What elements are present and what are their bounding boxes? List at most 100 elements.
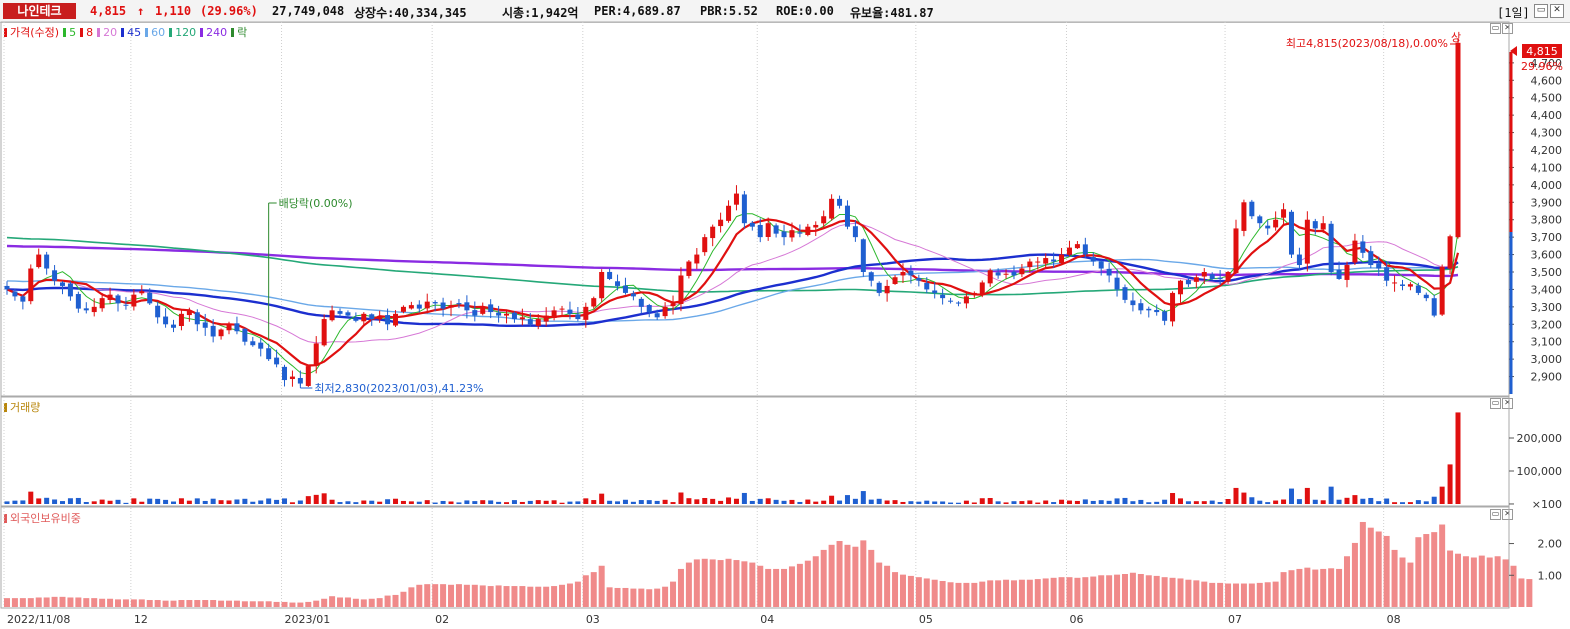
volume-bar: [432, 502, 438, 504]
volume-bar: [171, 501, 177, 504]
candle-body: [1114, 277, 1120, 290]
y-tick-label: 4,300: [1531, 127, 1563, 140]
foreign-ratio-bar: [1312, 569, 1319, 607]
volume-bar: [1114, 498, 1120, 504]
volume-bar: [805, 499, 811, 504]
volume-bar: [741, 492, 747, 504]
legend-label: 20: [103, 26, 118, 39]
y-tick-label: 4,500: [1531, 92, 1563, 105]
candle-body: [519, 317, 525, 320]
y-tick-label: 3,000: [1531, 353, 1563, 366]
foreign-ratio-bar: [162, 600, 169, 607]
volume-bar: [1384, 498, 1390, 504]
foreign-ratio-bar: [503, 586, 510, 607]
foreign-ratio-bar: [1232, 583, 1239, 607]
volume-bar: [1185, 501, 1191, 504]
candle-body: [1296, 254, 1302, 266]
volume-bar: [1415, 500, 1421, 504]
volume-panel-close-icon[interactable]: ✕: [1502, 398, 1513, 409]
volume-bar: [440, 500, 446, 504]
volume-bar: [1423, 501, 1429, 504]
candle-body: [844, 205, 850, 227]
upper-limit-badge: 상: [1451, 31, 1461, 44]
foreign-ratio-bar: [892, 572, 899, 607]
volume-bar: [1352, 495, 1358, 504]
foreign-ratio-bar: [804, 560, 811, 607]
stock-name-badge[interactable]: 나인테크: [3, 3, 76, 19]
candle-body: [1051, 259, 1057, 262]
volume-bar: [773, 499, 779, 504]
x-tick-label: 03: [586, 613, 600, 626]
volume-bar: [1320, 500, 1326, 504]
volume-bar: [963, 500, 969, 504]
foreign-ratio-bar: [574, 581, 581, 607]
volume-bar: [305, 496, 311, 504]
foreign-panel-restore-icon[interactable]: ▭: [1490, 509, 1501, 520]
candle-body: [1122, 287, 1128, 300]
candle-body: [480, 306, 486, 314]
foreign-ratio-bar: [765, 568, 772, 607]
price-panel-restore-icon[interactable]: ▭: [1490, 23, 1501, 34]
volume-bar: [852, 498, 858, 504]
foreign-ratio-bar: [4, 598, 10, 607]
candle-body: [266, 348, 272, 360]
volume-bar: [1455, 412, 1461, 504]
foreign-ratio-bar: [820, 549, 827, 607]
candle-body: [511, 312, 517, 320]
foreign-ratio-bar: [1343, 556, 1350, 607]
legend-swatch: [4, 28, 7, 37]
volume-bar: [615, 501, 621, 504]
foreign-ratio-bar: [582, 575, 589, 607]
market-cap: 시총:1,942억: [502, 6, 579, 20]
close-icon[interactable]: ✕: [1550, 4, 1564, 18]
volume-bar: [575, 501, 581, 504]
candle-body: [646, 305, 652, 313]
candle-body: [987, 270, 993, 284]
low-annotation: 최저2,830(2023/01/03),41.23%: [314, 382, 483, 395]
price-panel-close-icon[interactable]: ✕: [1502, 23, 1513, 34]
volume-bar: [1281, 499, 1287, 504]
foreign-panel-close-icon[interactable]: ✕: [1502, 509, 1513, 520]
candle-body: [4, 285, 10, 290]
foreign-ratio-bar: [400, 591, 407, 607]
candle-body: [963, 296, 969, 304]
volume-bar: [551, 500, 557, 504]
y-tick-label: 3,500: [1531, 266, 1563, 279]
volume-bar: [1399, 502, 1405, 504]
candle-body: [353, 318, 359, 321]
foreign-ratio-bar: [392, 594, 399, 607]
candle-body: [821, 216, 827, 224]
foreign-ratio-bar: [685, 562, 692, 607]
volume-bar: [496, 501, 502, 504]
restore-icon[interactable]: ▭: [1534, 4, 1548, 18]
volume-bar: [60, 501, 66, 504]
foreign-ratio-bar: [1462, 556, 1469, 607]
foreign-ratio-bar: [1121, 574, 1128, 607]
foreign-ratio-bar: [939, 580, 946, 607]
volume-panel-restore-icon[interactable]: ▭: [1490, 398, 1501, 409]
candle-body: [1193, 277, 1199, 282]
candle-body: [1011, 271, 1017, 276]
foreign-ratio-bar: [527, 586, 534, 607]
foreign-ratio-bar: [1367, 527, 1374, 607]
volume-bar: [250, 501, 256, 504]
foreign-ratio-bar: [773, 568, 780, 607]
volume-bar: [1011, 501, 1017, 504]
candle-body: [202, 322, 208, 328]
candle-body: [607, 271, 613, 279]
y-tick-label: 4,200: [1531, 144, 1563, 157]
candle-body: [163, 316, 169, 325]
volume-bar: [226, 500, 232, 504]
foreign-ratio-bar: [788, 566, 795, 607]
candle-body: [741, 194, 747, 224]
foreign-ratio-bar: [796, 563, 803, 607]
candle-body: [686, 261, 692, 276]
candle-body: [1376, 263, 1382, 269]
period-selector[interactable]: [1일]: [1497, 6, 1530, 20]
candle-body: [416, 304, 422, 309]
ma8-line: [6, 218, 1460, 367]
foreign-ratio-bar: [360, 599, 367, 607]
candle-body: [829, 198, 835, 219]
volume-bar: [1019, 501, 1025, 504]
